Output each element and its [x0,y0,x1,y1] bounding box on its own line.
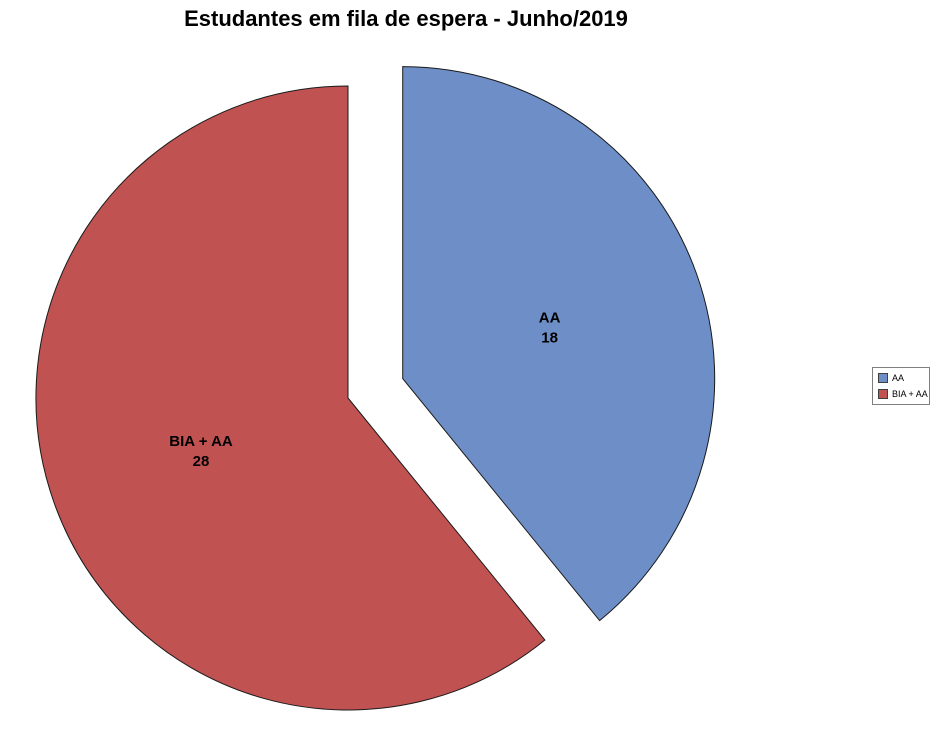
legend-swatch-icon [878,373,888,383]
pie-slice-aa [402,66,716,622]
pie-slice-bia-aa [35,85,546,711]
chart-title: Estudantes em fila de espera - Junho/201… [184,6,628,31]
legend-label: BIA + AA [892,389,928,399]
legend-item-0: AA [878,373,925,383]
legend-swatch-icon [878,389,888,399]
legend: AA BIA + AA [872,367,930,405]
legend-item-1: BIA + AA [878,389,928,399]
legend-label: AA [892,373,905,383]
slice-label-bia-aa: BIA + AA 28 [169,433,233,470]
slice-label-aa: AA 18 [539,309,561,346]
